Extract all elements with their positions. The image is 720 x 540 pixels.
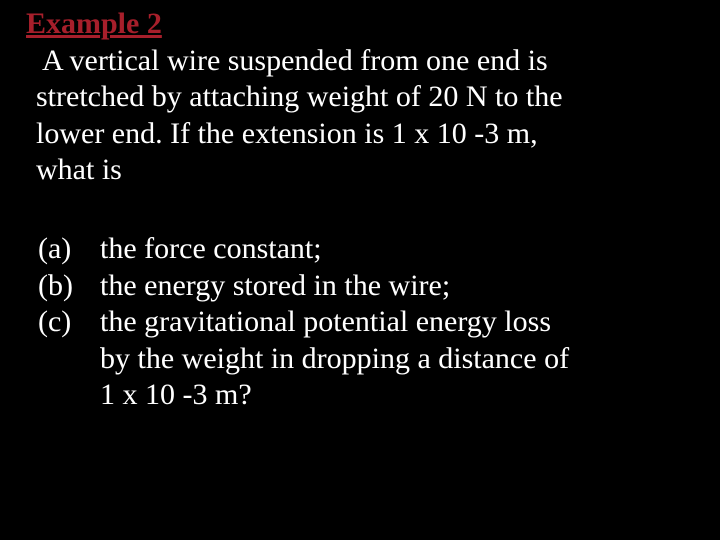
- intro-line-4: what is: [36, 152, 690, 189]
- item-marker-b: (b): [38, 268, 100, 305]
- item-c-line-1: the gravitational potential energy loss: [100, 305, 551, 338]
- list-item: (b) the energy stored in the wire;: [38, 268, 720, 305]
- item-c-line-2: by the weight in dropping a distance of: [100, 341, 690, 378]
- problem-statement: A vertical wire suspended from one end i…: [42, 43, 690, 189]
- item-text-c: the gravitational potential energy loss …: [100, 304, 720, 414]
- question-list: (a) the force constant; (b) the energy s…: [38, 231, 720, 414]
- item-c-line-3: 1 x 10 -3 m?: [100, 377, 690, 414]
- slide: Example 2 A vertical wire suspended from…: [0, 0, 720, 540]
- list-item: (a) the force constant;: [38, 231, 720, 268]
- item-text-b: the energy stored in the wire;: [100, 268, 720, 305]
- intro-line-1: A vertical wire suspended from one end i…: [42, 44, 548, 77]
- item-marker-c: (c): [38, 304, 100, 414]
- item-marker-a: (a): [38, 231, 100, 268]
- example-title: Example 2: [26, 6, 720, 43]
- list-item: (c) the gravitational potential energy l…: [38, 304, 720, 414]
- item-text-a: the force constant;: [100, 231, 720, 268]
- intro-line-3: lower end. If the extension is 1 x 10 -3…: [36, 116, 690, 153]
- intro-line-2: stretched by attaching weight of 20 N to…: [36, 79, 690, 116]
